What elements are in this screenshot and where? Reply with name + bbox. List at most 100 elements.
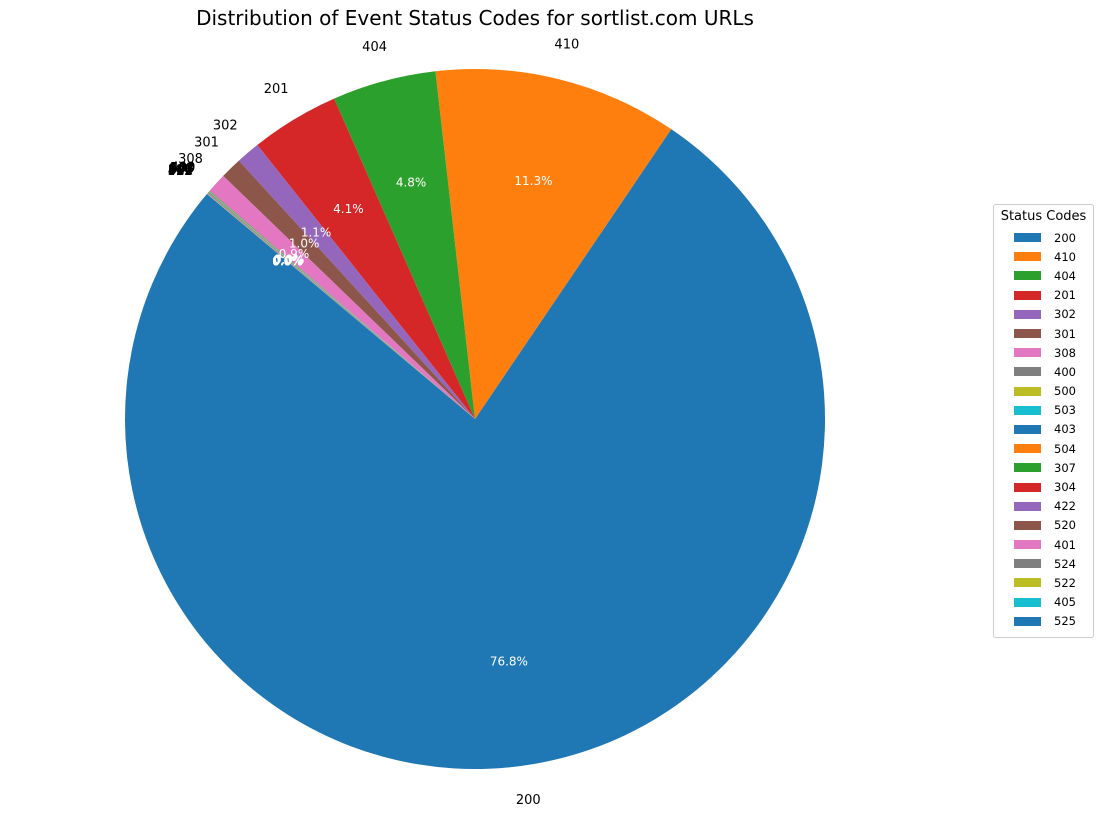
legend-label: 307 bbox=[1054, 460, 1076, 475]
legend-item-405: 405 bbox=[994, 593, 1093, 612]
pct-label-403: 0.0% bbox=[273, 253, 304, 267]
slice-label-503: 503 bbox=[170, 162, 195, 177]
slice-label-201: 201 bbox=[264, 82, 289, 97]
legend-item-522: 522 bbox=[994, 573, 1093, 592]
slice-label-403: 403 bbox=[169, 162, 194, 177]
legend-swatch bbox=[1014, 559, 1041, 569]
legend-swatch bbox=[1014, 616, 1041, 626]
pct-label-401: 0.0% bbox=[272, 254, 303, 268]
chart-title: Distribution of Event Status Codes for s… bbox=[196, 6, 754, 30]
legend-swatch bbox=[1014, 252, 1041, 262]
slice-label-504: 504 bbox=[169, 163, 194, 178]
slice-label-405: 405 bbox=[168, 164, 193, 179]
pie-slice-405 bbox=[206, 193, 475, 419]
legend-label: 200 bbox=[1054, 230, 1076, 245]
legend-swatch bbox=[1014, 463, 1041, 473]
legend-label: 422 bbox=[1054, 499, 1076, 514]
pie-slice-404 bbox=[334, 71, 475, 419]
legend: Status Codes 200 410 404 201 302 301 308 400 500… bbox=[993, 204, 1094, 638]
legend-label: 400 bbox=[1054, 364, 1076, 379]
pct-label-410: 11.3% bbox=[514, 174, 552, 188]
pct-label-500: 0.0% bbox=[274, 253, 305, 267]
legend-swatch bbox=[1014, 386, 1041, 396]
slice-label-525: 525 bbox=[168, 164, 193, 179]
legend-label: 405 bbox=[1054, 595, 1076, 610]
legend-label: 403 bbox=[1054, 422, 1076, 437]
pie-slice-301 bbox=[223, 160, 475, 420]
pie-slice-525 bbox=[206, 193, 475, 419]
slice-label-307: 307 bbox=[169, 163, 194, 178]
pct-label-422: 0.0% bbox=[273, 254, 304, 268]
pie-slice-201 bbox=[257, 98, 475, 419]
legend-swatch bbox=[1014, 309, 1041, 319]
legend-item-403: 403 bbox=[994, 420, 1093, 439]
legend-label: 503 bbox=[1054, 403, 1076, 418]
legend-swatch bbox=[1014, 329, 1041, 339]
legend-label: 504 bbox=[1054, 441, 1076, 456]
legend-swatch bbox=[1014, 578, 1041, 588]
slice-label-404: 404 bbox=[362, 40, 387, 55]
pct-label-400: 0.0% bbox=[274, 252, 305, 266]
slice-labels: 200 410 404 201 302 3013084005005034035043073… bbox=[168, 38, 580, 808]
legend-item-401: 401 bbox=[994, 535, 1093, 554]
legend-item-422: 422 bbox=[994, 497, 1093, 516]
pct-label-522: 0.0% bbox=[272, 254, 303, 268]
legend-swatch bbox=[1014, 482, 1041, 492]
pct-label-301: 1.0% bbox=[289, 236, 320, 250]
legend-swatch bbox=[1014, 501, 1041, 511]
legend-item-307: 307 bbox=[994, 458, 1093, 477]
pie-slice-200 bbox=[125, 129, 826, 769]
pct-label-304: 0.0% bbox=[273, 254, 304, 268]
legend-swatch bbox=[1014, 405, 1041, 415]
slice-label-422: 422 bbox=[168, 163, 193, 178]
slice-label-301: 301 bbox=[194, 136, 219, 151]
pie-slice-504 bbox=[207, 192, 475, 419]
legend-swatch bbox=[1014, 597, 1041, 607]
legend-swatch bbox=[1014, 540, 1041, 550]
legend-item-410: 410 bbox=[994, 247, 1093, 266]
slice-label-200: 200 bbox=[516, 793, 541, 808]
pct-label-504: 0.0% bbox=[273, 254, 304, 268]
pie-slice-524 bbox=[207, 193, 475, 419]
legend-label: 525 bbox=[1054, 614, 1076, 629]
legend-title: Status Codes bbox=[1000, 209, 1087, 224]
pie-slice-500 bbox=[208, 191, 475, 419]
pct-label-524: 0.0% bbox=[272, 254, 303, 268]
legend-label: 304 bbox=[1054, 480, 1076, 495]
slice-label-524: 524 bbox=[168, 164, 193, 179]
slice-label-410: 410 bbox=[554, 38, 579, 53]
legend-label: 401 bbox=[1054, 537, 1076, 552]
legend-swatch bbox=[1014, 271, 1041, 281]
legend-swatch bbox=[1014, 367, 1041, 377]
pie-slice-307 bbox=[207, 192, 475, 419]
pie-slice-503 bbox=[208, 191, 475, 419]
slice-label-401: 401 bbox=[168, 164, 193, 179]
legend-swatch bbox=[1014, 348, 1041, 358]
legend-label: 301 bbox=[1054, 326, 1076, 341]
pie-slice-522 bbox=[207, 193, 475, 419]
legend-label: 500 bbox=[1054, 384, 1076, 399]
legend-item-200: 200 bbox=[994, 228, 1093, 247]
pie-slice-403 bbox=[208, 192, 475, 419]
legend-item-302: 302 bbox=[994, 305, 1093, 324]
pct-label-308: 0.9% bbox=[279, 247, 310, 261]
percent-labels: 76.8%11.3%4.8%4.1%1.1%1.0%0.9%0.0%0.0%0.… bbox=[272, 174, 552, 669]
slice-label-302: 302 bbox=[213, 118, 238, 133]
legend-items: 200 410 404 201 302 301 308 400 500 503 403 504 307 3… bbox=[994, 228, 1093, 631]
legend-item-304: 304 bbox=[994, 477, 1093, 496]
pct-label-200: 76.8% bbox=[490, 655, 528, 669]
pie-slice-422 bbox=[207, 193, 475, 419]
slice-label-520: 520 bbox=[168, 163, 193, 178]
legend-label: 524 bbox=[1054, 556, 1076, 571]
legend-swatch bbox=[1014, 233, 1041, 243]
slice-label-500: 500 bbox=[170, 161, 195, 176]
legend-swatch bbox=[1014, 290, 1041, 300]
legend-item-503: 503 bbox=[994, 401, 1093, 420]
legend-swatch bbox=[1014, 520, 1041, 530]
legend-label: 302 bbox=[1054, 307, 1076, 322]
pct-label-520: 0.0% bbox=[272, 254, 303, 268]
pct-label-307: 0.0% bbox=[273, 254, 304, 268]
pie-slice-401 bbox=[207, 193, 475, 419]
pct-label-404: 4.8% bbox=[396, 175, 427, 189]
slice-label-400: 400 bbox=[171, 161, 196, 176]
